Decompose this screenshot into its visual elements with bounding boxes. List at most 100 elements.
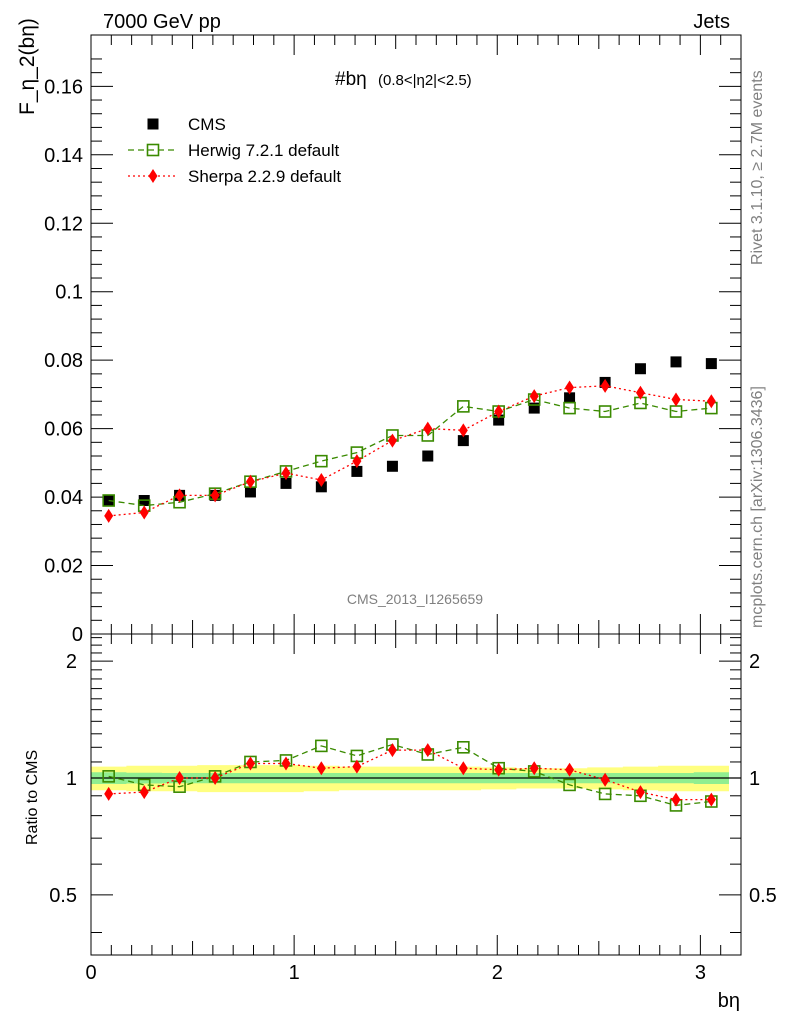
data-point <box>281 756 291 771</box>
x-tick-label: 2 <box>492 962 503 984</box>
data-point <box>210 771 220 786</box>
data-point <box>280 477 292 489</box>
ratio-series-sherpa <box>104 743 716 807</box>
data-point <box>564 392 576 404</box>
ratio-panel: 0.5 0.5 1 1 2 2 0 1 2 3 Ratio to CMS bη <box>24 633 777 1012</box>
data-point <box>139 505 149 520</box>
data-point <box>245 474 255 489</box>
data-point <box>565 762 575 777</box>
data-point <box>387 433 397 448</box>
data-point <box>387 743 397 758</box>
data-point <box>494 404 504 419</box>
data-point <box>563 778 576 792</box>
data-point <box>635 385 645 400</box>
data-point <box>316 472 326 487</box>
data-point <box>423 421 433 436</box>
category-label: Jets <box>693 11 730 33</box>
data-point <box>528 402 540 414</box>
data-point <box>706 792 716 807</box>
y-tick-label-left: 0.5 <box>49 885 77 907</box>
data-point <box>598 405 612 418</box>
main-panel: 0 0.02 0.04 0.06 0.08 0.1 0.12 0.14 0.16 CMS_201… <box>16 18 742 646</box>
main-series-herwig <box>102 393 718 512</box>
main-y-axis-label: F_η_2(bη) <box>16 18 39 115</box>
series-line <box>108 398 712 507</box>
data-point <box>458 761 468 776</box>
data-point <box>494 762 504 777</box>
chart-title-sub: (0.8<|η2|<2.5) <box>378 72 472 89</box>
y-tick-label: 0.04 <box>44 487 83 509</box>
data-point <box>635 785 645 800</box>
chart-title: #bη (0.8<|η2|<2.5) <box>335 69 472 90</box>
series-line <box>108 385 712 517</box>
data-point <box>423 743 433 758</box>
data-point <box>706 394 716 409</box>
data-point <box>600 772 610 787</box>
y-tick-label: 0.14 <box>44 145 83 167</box>
analysis-watermark: CMS_2013_I1265659 <box>347 591 483 607</box>
main-series-cms <box>103 356 717 507</box>
legend-label: Herwig 7.2.1 default <box>188 141 339 160</box>
legend-marker <box>146 143 160 157</box>
legend-marker <box>147 118 159 130</box>
ratio-panel-series <box>102 738 718 812</box>
data-point <box>457 400 470 413</box>
data-point <box>529 389 539 404</box>
data-point <box>351 465 363 477</box>
ratio-panel-frame <box>90 633 742 956</box>
ratio-panel-ticks <box>90 634 742 955</box>
energy-label: 7000 GeV pp <box>103 11 221 33</box>
y-tick-label: 0.1 <box>55 282 83 304</box>
data-point <box>386 460 398 472</box>
legend-marker <box>148 169 158 183</box>
main-series-sherpa <box>104 378 716 523</box>
data-point <box>563 401 576 415</box>
data-point <box>245 756 255 771</box>
x-tick-label: 3 <box>695 962 706 984</box>
ratio-panel-y-tick-labels: 0.5 0.5 1 1 2 2 <box>49 651 777 907</box>
data-point <box>457 740 470 754</box>
chart-title-main: #bη <box>335 69 367 90</box>
data-point <box>175 771 185 786</box>
y-tick-label: 0.16 <box>44 76 83 98</box>
data-point <box>565 380 575 395</box>
data-point <box>670 356 682 368</box>
data-point <box>104 786 114 801</box>
data-point <box>175 488 185 503</box>
data-point <box>529 761 539 776</box>
main-panel-series <box>102 356 718 523</box>
x-tick-label: 0 <box>85 962 96 984</box>
data-point <box>598 787 612 801</box>
y-tick-label-right: 2 <box>749 651 760 673</box>
data-point <box>316 761 326 776</box>
rivet-label: Rivet 3.1.10, ≥ 2.7M events <box>749 70 766 265</box>
data-point <box>352 759 362 774</box>
data-point <box>457 435 469 447</box>
y-tick-label: 0.12 <box>44 213 83 235</box>
y-tick-label-left: 2 <box>66 651 77 673</box>
x-tick-labels: 0 1 2 3 <box>85 962 706 984</box>
data-point <box>493 414 505 426</box>
y-tick-label: 0.06 <box>44 419 83 441</box>
y-tick-label-right: 0.5 <box>749 885 777 907</box>
data-point <box>671 792 681 807</box>
data-point <box>103 495 115 507</box>
legend-label: CMS <box>188 115 226 134</box>
legend: CMS Herwig 7.2.1 default Sherpa 2.2.9 defa… <box>128 115 341 186</box>
y-tick-label: 0.02 <box>44 556 83 578</box>
data-point <box>458 423 468 438</box>
data-point <box>352 454 362 469</box>
x-tick-label: 1 <box>289 962 300 984</box>
main-panel-ticks <box>90 35 742 635</box>
data-point <box>102 770 115 783</box>
y-tick-label-right: 1 <box>749 768 760 790</box>
data-point <box>104 508 114 523</box>
y-tick-label: 0 <box>72 624 83 646</box>
legend-label: Sherpa 2.2.9 default <box>188 167 341 186</box>
data-point <box>705 358 717 370</box>
data-point <box>315 739 328 753</box>
data-point <box>210 488 220 503</box>
ratio-y-axis-label: Ratio to CMS <box>24 750 41 845</box>
data-point <box>315 454 328 468</box>
